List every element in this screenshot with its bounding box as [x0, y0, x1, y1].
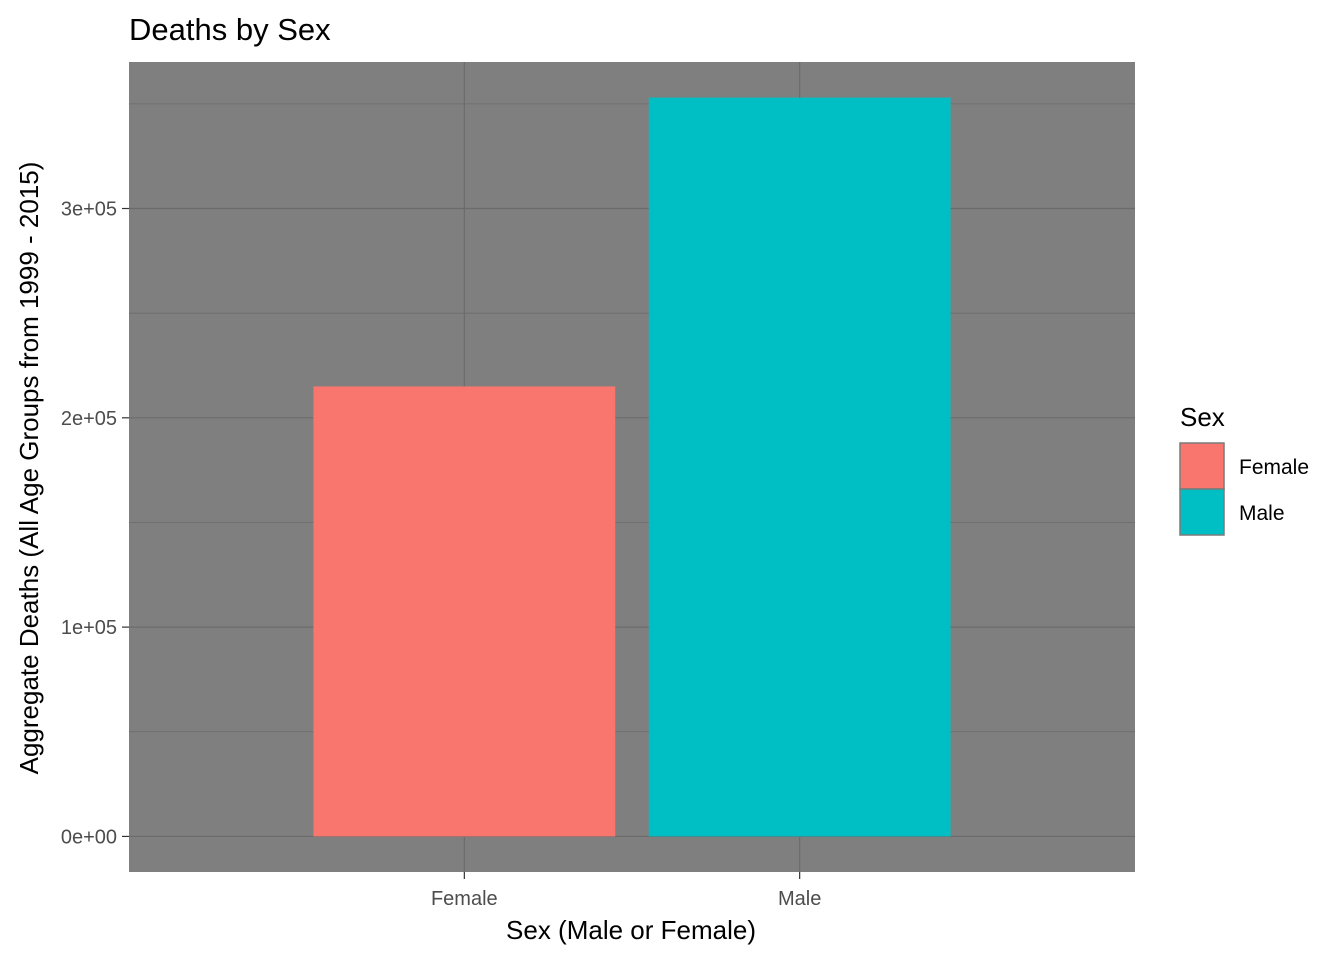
y-tick-label: 0e+00: [61, 826, 117, 848]
bar-female: [313, 386, 616, 837]
y-tick-label: 2e+05: [61, 408, 117, 430]
y-axis: 0e+00 1e+05 2e+05 3e+05: [61, 199, 129, 848]
legend-key-female: [1179, 442, 1225, 490]
y-tick-label: 3e+05: [61, 199, 117, 221]
x-tick-label: Female: [431, 888, 498, 910]
legend-label: Male: [1239, 502, 1285, 525]
x-axis-title: Sex (Male or Female): [506, 915, 756, 945]
y-tick-label: 1e+05: [61, 617, 117, 639]
legend-title: Sex: [1180, 402, 1225, 432]
plot-panel: [129, 62, 1135, 872]
legend: Sex Female Male: [1179, 402, 1309, 536]
x-axis: Female Male: [431, 872, 821, 910]
bar-male: [648, 97, 951, 837]
panel-background: [129, 62, 1135, 872]
x-tick-label: Male: [778, 888, 821, 910]
legend-label: Female: [1239, 456, 1309, 479]
chart-title: Deaths by Sex: [129, 12, 331, 47]
y-axis-title: Aggregate Deaths (All Age Groups from 19…: [14, 162, 44, 775]
legend-key-male: [1179, 488, 1225, 536]
